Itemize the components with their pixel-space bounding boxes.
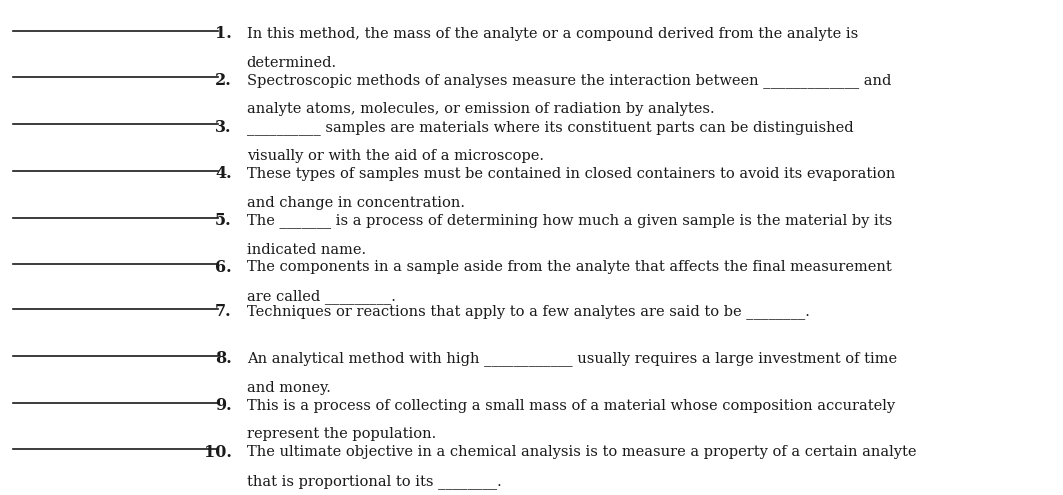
Text: visually or with the aid of a microscope.: visually or with the aid of a microscope… <box>247 149 543 163</box>
Text: 4.: 4. <box>215 165 232 182</box>
Text: An analytical method with high ____________ usually requires a large investment : An analytical method with high _________… <box>247 351 897 366</box>
Text: 8.: 8. <box>215 350 232 367</box>
Text: __________ samples are materials where its constituent parts can be distinguishe: __________ samples are materials where i… <box>247 120 854 135</box>
Text: and change in concentration.: and change in concentration. <box>247 196 465 210</box>
Text: This is a process of collecting a small mass of a material whose composition acc: This is a process of collecting a small … <box>247 398 895 412</box>
Text: The components in a sample aside from the analyte that affects the final measure: The components in a sample aside from th… <box>247 260 892 274</box>
Text: 1.: 1. <box>215 25 232 42</box>
Text: The _______ is a process of determining how much a given sample is the material : The _______ is a process of determining … <box>247 213 892 228</box>
Text: determined.: determined. <box>247 55 337 70</box>
Text: Techniques or reactions that apply to a few analytes are said to be ________.: Techniques or reactions that apply to a … <box>247 304 810 319</box>
Text: 2.: 2. <box>215 72 232 89</box>
Text: 9.: 9. <box>215 397 232 414</box>
Text: 7.: 7. <box>215 303 232 320</box>
Text: In this method, the mass of the analyte or a compound derived from the analyte i: In this method, the mass of the analyte … <box>247 27 858 41</box>
Text: and money.: and money. <box>247 381 331 395</box>
Text: represent the population.: represent the population. <box>247 428 436 442</box>
Text: 3.: 3. <box>215 119 232 136</box>
Text: 6.: 6. <box>215 259 232 276</box>
Text: Spectroscopic methods of analyses measure the interaction between _____________ : Spectroscopic methods of analyses measur… <box>247 73 891 88</box>
Text: 10.: 10. <box>204 444 232 461</box>
Text: These types of samples must be contained in closed containers to avoid its evapo: These types of samples must be contained… <box>247 167 895 181</box>
Text: indicated name.: indicated name. <box>247 243 366 256</box>
Text: are called _________.: are called _________. <box>247 289 395 304</box>
Text: 5.: 5. <box>215 212 232 229</box>
Text: analyte atoms, molecules, or emission of radiation by analytes.: analyte atoms, molecules, or emission of… <box>247 102 714 116</box>
Text: The ultimate objective in a chemical analysis is to measure a property of a cert: The ultimate objective in a chemical ana… <box>247 445 916 459</box>
Text: that is proportional to its ________.: that is proportional to its ________. <box>247 474 502 489</box>
